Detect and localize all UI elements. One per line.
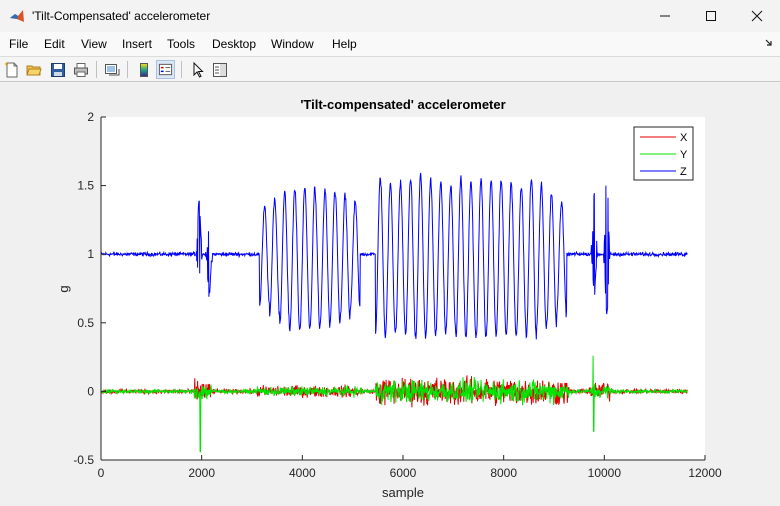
- link-plot-button[interactable]: [102, 60, 121, 79]
- title-bar: 'Tilt-Compensated' accelerometer: [0, 0, 780, 32]
- close-button[interactable]: [734, 0, 780, 32]
- print-button[interactable]: [71, 60, 90, 79]
- window-title: 'Tilt-Compensated' accelerometer: [32, 9, 211, 23]
- series-y-path: [100, 355, 688, 453]
- legend[interactable]: XYZ: [633, 126, 694, 181]
- x-tick-label: 0: [98, 466, 105, 480]
- new-figure-button[interactable]: [2, 60, 21, 79]
- print-icon: [73, 62, 88, 77]
- x-tick-label: 10000: [588, 466, 622, 480]
- maximize-icon: [706, 11, 716, 21]
- y-tick-label: 1.5: [77, 179, 94, 193]
- new-figure-icon: [4, 62, 17, 77]
- menu-bar: File Edit View Insert Tools Desktop Wind…: [0, 32, 780, 56]
- menu-file[interactable]: File: [9, 37, 29, 51]
- toolbar-separator: [127, 61, 128, 78]
- menu-view[interactable]: View: [81, 37, 107, 51]
- legend-label-z: Z: [680, 166, 687, 178]
- edit-plot-pointer-icon: [193, 61, 204, 78]
- link-plot-icon: [104, 63, 119, 75]
- series-z-line: [100, 172, 688, 340]
- property-inspector-icon: [212, 62, 227, 77]
- series-x-path: [100, 375, 688, 408]
- y-tick-label: -0.5: [73, 453, 94, 467]
- series-z-path: [100, 172, 688, 340]
- x-tick-label: 2000: [188, 466, 215, 480]
- menu-insert[interactable]: Insert: [122, 37, 153, 51]
- insert-colorbar-button[interactable]: [134, 60, 153, 79]
- insert-colorbar-icon: [139, 62, 148, 77]
- series-x-line: [100, 375, 688, 408]
- open-file-button[interactable]: [24, 60, 43, 79]
- y-tick-label: 2: [87, 110, 94, 124]
- minimize-button[interactable]: [642, 0, 688, 32]
- menu-tools[interactable]: Tools: [167, 37, 196, 51]
- insert-legend-icon: [158, 63, 173, 76]
- insert-legend-button[interactable]: [156, 60, 175, 79]
- chart-title: 'Tilt-compensated' accelerometer: [300, 97, 505, 112]
- y-tick-label: 0.5: [77, 316, 94, 330]
- x-axis: 0 2000 4000 6000 8000 10000 12000: [98, 455, 722, 480]
- open-file-icon: [25, 65, 42, 75]
- menu-desktop[interactable]: Desktop: [212, 37, 257, 51]
- close-icon: [751, 10, 763, 22]
- series-y-line: [100, 355, 688, 453]
- save-icon: [50, 62, 65, 77]
- toolbar-separator: [96, 61, 97, 78]
- axes-background: [101, 117, 705, 460]
- chevron-arrow-icon[interactable]: [764, 38, 774, 48]
- x-axis-label: sample: [382, 485, 424, 500]
- maximize-button[interactable]: [688, 0, 734, 32]
- y-tick-label: 1: [87, 247, 94, 261]
- menu-edit[interactable]: Edit: [44, 37, 65, 51]
- menu-window[interactable]: Window: [271, 37, 314, 51]
- property-inspector-button[interactable]: [210, 60, 229, 79]
- y-axis: -0.5 0 0.5 1 1.5 2: [73, 110, 106, 467]
- legend-label-y: Y: [680, 149, 688, 161]
- minimize-icon: [660, 15, 670, 17]
- x-tick-label: 12000: [688, 466, 722, 480]
- y-tick-label: 0: [87, 384, 94, 398]
- plot-area[interactable]: 0 2000 4000 6000 8000 10000 12000 -0.5 0 0.5 1 1.5…: [0, 82, 780, 506]
- x-tick-label: 4000: [289, 466, 316, 480]
- matlab-logo-icon: [10, 10, 24, 22]
- figure-toolbar: [0, 56, 780, 82]
- edit-plot-button[interactable]: [188, 60, 207, 79]
- menu-help[interactable]: Help: [332, 37, 357, 51]
- legend-label-x: X: [680, 132, 688, 144]
- save-button[interactable]: [48, 60, 67, 79]
- y-axis-label: g: [56, 285, 71, 292]
- toolbar-separator: [181, 61, 182, 78]
- x-tick-label: 8000: [490, 466, 517, 480]
- x-tick-label: 6000: [390, 466, 417, 480]
